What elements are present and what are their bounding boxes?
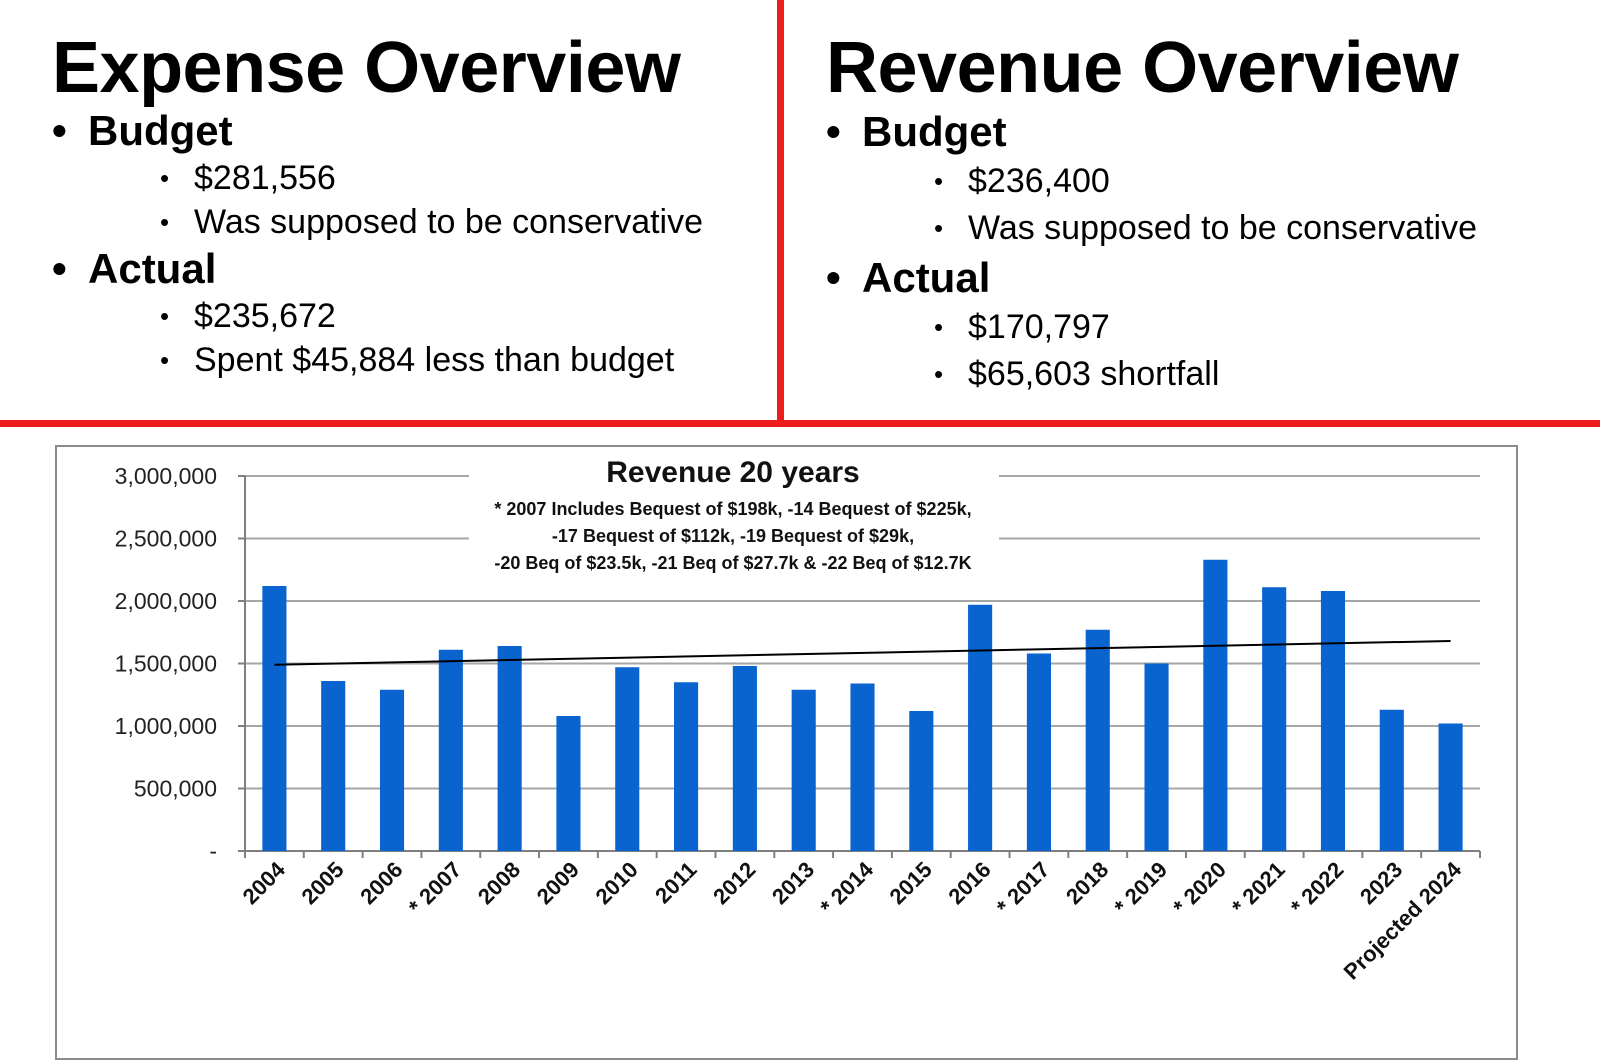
y-tick-label: 1,000,000 — [115, 713, 217, 739]
x-tick-label: 2009 — [532, 857, 584, 909]
expense-budget-value: $281,556 — [88, 156, 703, 200]
bar — [791, 689, 816, 851]
expense-actual-item: Actual $235,672 Spent $45,884 less than … — [52, 244, 703, 382]
bar — [674, 682, 699, 851]
expense-overview-panel: Expense Overview Budget $281,556 Was sup… — [0, 0, 780, 425]
bar — [1144, 663, 1169, 851]
revenue-title: Revenue Overview — [826, 28, 1459, 108]
x-tick-label: * 2020 — [1168, 857, 1231, 920]
x-tick-label: 2018 — [1061, 857, 1113, 909]
revenue-actual-item: Actual $170,797 $65,603 shortfall — [826, 252, 1477, 398]
x-tick-label: * 2007 — [404, 857, 467, 920]
bar — [1203, 559, 1228, 851]
revenue-actual-note: $65,603 shortfall — [862, 351, 1477, 398]
revenue-actual-label: Actual — [862, 254, 991, 301]
expense-budget-item: Budget $281,556 Was supposed to be conse… — [52, 106, 703, 244]
chart-note-line: -17 Bequest of $112k, -19 Bequest of $29… — [552, 526, 914, 546]
revenue-budget-item: Budget $236,400 Was supposed to be conse… — [826, 106, 1477, 252]
bar — [732, 666, 757, 851]
revenue-overview-panel: Revenue Overview Budget $236,400 Was sup… — [782, 0, 1600, 425]
expense-actual-note: Spent $45,884 less than budget — [88, 338, 703, 382]
bar — [909, 711, 934, 851]
chart-title: Revenue 20 years — [606, 456, 860, 489]
bar — [556, 716, 581, 851]
horizontal-divider — [0, 420, 1600, 427]
bar — [1320, 591, 1346, 851]
x-tick-label: * 2014 — [815, 856, 878, 919]
y-tick-label: 1,500,000 — [115, 651, 217, 677]
x-tick-label: * 2022 — [1286, 857, 1349, 920]
x-tick-label: 2013 — [767, 857, 819, 909]
bar — [379, 689, 405, 851]
expense-budget-label: Budget — [88, 107, 233, 154]
x-tick-label: 2004 — [238, 856, 291, 909]
x-tick-label: * 2021 — [1227, 857, 1290, 920]
revenue-budget-label: Budget — [862, 108, 1007, 155]
x-tick-label: * 2019 — [1109, 857, 1172, 920]
bar — [615, 667, 640, 851]
expense-list: Budget $281,556 Was supposed to be conse… — [52, 106, 703, 382]
expense-title: Expense Overview — [52, 28, 681, 108]
x-tick-label: 2006 — [355, 857, 407, 909]
bar — [968, 604, 993, 851]
x-tick-label: 2005 — [296, 857, 348, 909]
y-tick-label: - — [209, 838, 217, 864]
revenue-actual-value: $170,797 — [862, 304, 1477, 351]
bar — [1438, 723, 1463, 851]
expense-budget-note: Was supposed to be conservative — [88, 200, 703, 244]
bar — [1262, 587, 1287, 851]
bar — [262, 586, 287, 851]
x-tick-label: 2023 — [1355, 857, 1407, 909]
revenue-budget-value: $236,400 — [862, 158, 1477, 205]
bar — [1026, 653, 1051, 851]
revenue-list: Budget $236,400 Was supposed to be conse… — [826, 106, 1477, 398]
bar — [321, 681, 346, 851]
revenue-chart-svg: - 500,000 1,000,000 1,500,000 2,000,000 2,500… — [115, 453, 1481, 984]
bar — [1379, 709, 1404, 851]
expense-actual-label: Actual — [88, 245, 217, 292]
x-tick-label: 2010 — [591, 857, 643, 909]
revenue-budget-note: Was supposed to be conservative — [862, 205, 1477, 252]
x-tick-label: 2015 — [885, 857, 937, 909]
chart-note-line: -20 Beq of $23.5k, -21 Beq of $27.7k & -… — [494, 553, 971, 573]
y-tick-label: 2,500,000 — [115, 526, 217, 552]
expense-actual-value: $235,672 — [88, 294, 703, 338]
x-tick-label: * 2017 — [992, 857, 1055, 920]
y-tick-label: 2,000,000 — [115, 588, 217, 614]
bar — [497, 646, 522, 851]
bar — [438, 649, 463, 851]
trendline — [274, 640, 1451, 666]
vertical-divider — [777, 0, 784, 425]
x-tick-label: 2016 — [943, 857, 995, 909]
chart-note-line: * 2007 Includes Bequest of $198k, -14 Be… — [494, 499, 971, 519]
x-tick-label: 2008 — [473, 857, 525, 909]
x-tick-label: 2012 — [708, 857, 760, 909]
chart-title-background — [469, 453, 999, 581]
bar — [1085, 629, 1110, 851]
x-tick-label: 2011 — [650, 857, 701, 908]
y-tick-label: 500,000 — [134, 776, 217, 802]
bar — [850, 683, 875, 851]
revenue-chart: - 500,000 1,000,000 1,500,000 2,000,000 2,500… — [55, 445, 1518, 1060]
y-tick-label: 3,000,000 — [115, 463, 217, 489]
